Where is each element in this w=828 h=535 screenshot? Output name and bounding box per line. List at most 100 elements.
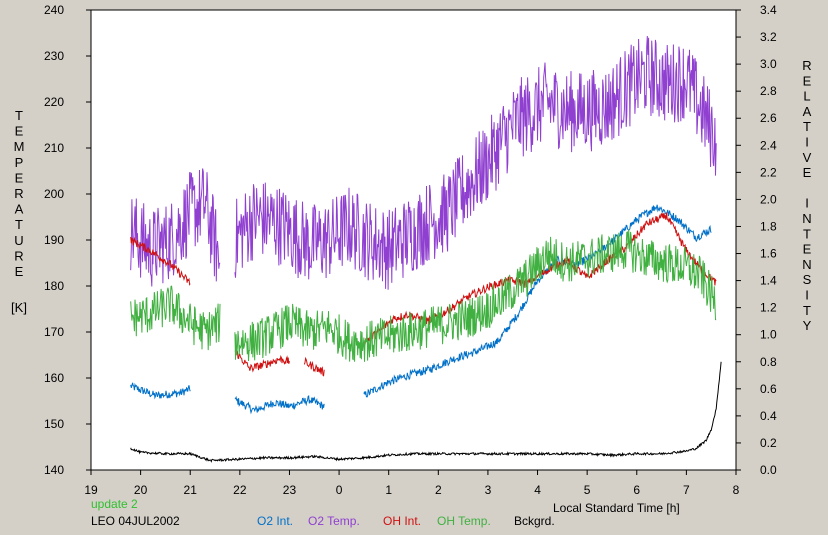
series-line: [130, 361, 722, 463]
y-tick-label-left: 220: [44, 95, 64, 109]
series-line: [303, 356, 325, 377]
axis-label-letter: I: [805, 288, 809, 303]
axis-label-letter: N: [802, 257, 811, 272]
series-line: [130, 168, 221, 287]
x-tick-label: 22: [233, 483, 247, 497]
axis-label-letter: R: [14, 186, 23, 201]
axis-label-letter: A: [15, 202, 24, 217]
x-axis-label: Local Standard Time [h]: [553, 501, 680, 515]
axis-label-letter: P: [15, 155, 24, 170]
y-tick-label-right: 1.8: [760, 219, 777, 233]
x-tick-label: 23: [283, 483, 297, 497]
y-tick-label-right: 2.4: [760, 138, 777, 152]
axis-label-letter: N: [802, 211, 811, 226]
x-tick-label: 1: [385, 483, 392, 497]
axes-layer: 19 20 21 22 23 0 1 2 3 4 5 6 7 8140150160170180190200…: [44, 3, 777, 497]
axis-label-letter: L: [803, 89, 810, 104]
x-tick-label: 4: [534, 483, 541, 497]
axis-label-letter: U: [14, 233, 23, 248]
legend-entry: OH Temp.: [437, 514, 491, 528]
axis-label-letter: I: [805, 135, 809, 150]
series-layer: [130, 35, 722, 463]
y-tick-label-right: 2.8: [760, 84, 777, 98]
update-label: update 2: [91, 497, 138, 511]
series-line: [130, 285, 221, 351]
axis-label-letter: Y: [803, 318, 812, 333]
series-line: [234, 350, 290, 373]
axis-label-letter: R: [802, 58, 811, 73]
axis-label-letter: E: [803, 73, 812, 88]
y-tick-label-left: 190: [44, 233, 64, 247]
series-o2-int: [130, 204, 712, 415]
series-line: [130, 382, 191, 400]
axis-label-letter: T: [15, 217, 23, 232]
y-tick-label-right: 3.4: [760, 3, 777, 17]
axis-label-letter: A: [803, 104, 812, 119]
axis-label-letter: I: [805, 196, 809, 211]
y-tick-label-right: 2.6: [760, 111, 777, 125]
station-date-label: LEO 04JUL2002: [91, 514, 180, 528]
series-line: [234, 35, 717, 290]
y-tick-label-right: 0.4: [760, 409, 777, 423]
axis-label-letter: E: [15, 170, 24, 185]
y-tick-label-right: 1.0: [760, 328, 777, 342]
x-tick-label: 5: [584, 483, 591, 497]
y-tick-label-left: 200: [44, 187, 64, 201]
y-tick-label-left: 240: [44, 3, 64, 17]
y-tick-label-left: 230: [44, 49, 64, 63]
x-tick-label: 3: [485, 483, 492, 497]
y-tick-label-right: 2.0: [760, 192, 777, 206]
axis-label-letter: E: [15, 124, 24, 139]
y-tick-label-right: 2.2: [760, 165, 777, 179]
y-tick-label-left: 210: [44, 141, 64, 155]
x-tick-label: 8: [733, 483, 740, 497]
y-tick-label-left: 140: [44, 463, 64, 477]
x-tick-label: 2: [435, 483, 442, 497]
series-o2-temp: [130, 35, 717, 290]
y-tick-label-right: 1.4: [760, 274, 777, 288]
y-axis-unit-left: [K]: [11, 300, 27, 315]
y-tick-label-left: 170: [44, 325, 64, 339]
y-tick-label-right: 3.2: [760, 30, 777, 44]
x-tick-label: 6: [633, 483, 640, 497]
x-tick-label: 0: [336, 483, 343, 497]
y-tick-label-right: 0.0: [760, 463, 777, 477]
axis-label-letter: E: [803, 242, 812, 257]
series-line: [130, 236, 191, 286]
y-tick-label-left: 150: [44, 417, 64, 431]
x-tick-label: 21: [184, 483, 198, 497]
axis-label-letter: T: [15, 108, 23, 123]
y-tick-label-right: 0.6: [760, 382, 777, 396]
y-tick-label-right: 3.0: [760, 57, 777, 71]
y-tick-label-right: 1.2: [760, 301, 777, 315]
series-line: [234, 394, 325, 415]
axis-label-letter: E: [803, 165, 812, 180]
axis-label-letter: R: [14, 248, 23, 263]
axis-label-letter: T: [803, 226, 811, 241]
y-tick-label-left: 160: [44, 371, 64, 385]
axis-label-letter: T: [803, 119, 811, 134]
series-line: [234, 229, 717, 362]
axis-label-letter: E: [15, 264, 24, 279]
y-tick-label-right: 1.6: [760, 247, 777, 261]
legend-entry: OH Int.: [383, 514, 422, 528]
axis-label-letter: S: [803, 272, 812, 287]
series-line: [363, 204, 712, 398]
y-tick-label-right: 0.2: [760, 436, 777, 450]
x-tick-label: 20: [134, 483, 148, 497]
y-tick-label-left: 180: [44, 279, 64, 293]
axis-label-letter: T: [803, 303, 811, 318]
legend-entry: O2 Temp.: [308, 514, 360, 528]
legend-entry: O2 Int.: [257, 514, 294, 528]
x-tick-label: 7: [683, 483, 690, 497]
x-tick-label: 19: [84, 483, 98, 497]
axis-label-letter: V: [803, 150, 812, 165]
legend-entry: Bckgrd.: [514, 514, 555, 528]
series-bckgrd: [130, 361, 722, 463]
axis-label-letter: M: [14, 139, 25, 154]
y-tick-label-right: 0.8: [760, 355, 777, 369]
series-oh-temp: [130, 229, 717, 362]
